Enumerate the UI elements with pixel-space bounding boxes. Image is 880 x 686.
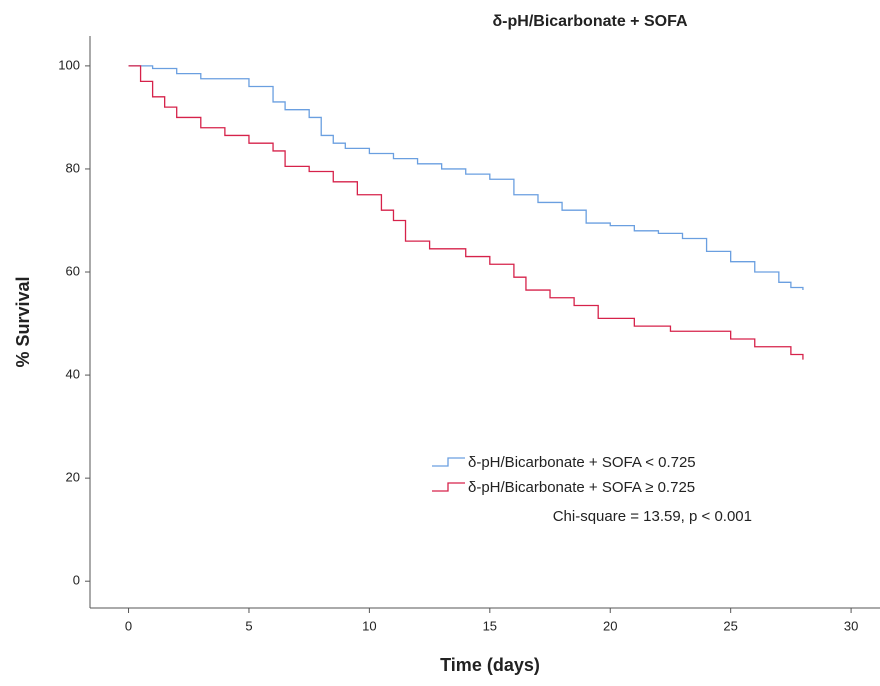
x-tick-label: 15	[483, 618, 497, 633]
x-tick-label: 5	[245, 618, 252, 633]
annotation: Chi-square = 13.59, p < 0.001	[553, 508, 752, 525]
y-tick-label: 40	[66, 367, 80, 382]
survival-line	[128, 65, 804, 291]
y-tick-label: 100	[58, 57, 80, 72]
y-tick-label: 20	[66, 470, 80, 485]
x-tick-label: 20	[603, 618, 617, 633]
x-tick-label: 10	[362, 618, 376, 633]
legend-swatch	[432, 457, 465, 467]
legend-label: δ-pH/Bicarbonate + SOFA ≥ 0.725	[468, 479, 695, 496]
survival-line	[128, 65, 804, 360]
y-tick-label: 80	[66, 160, 80, 175]
x-tick-label: 30	[844, 618, 858, 633]
chart-title: δ-pH/Bicarbonate + SOFA	[492, 13, 688, 30]
x-tick-label: 25	[723, 618, 737, 633]
y-tick-label: 60	[66, 263, 80, 278]
x-tick-label: 0	[125, 618, 132, 633]
y-tick-label: 0	[73, 573, 80, 588]
x-axis-label: Time (days)	[440, 655, 540, 675]
legend-label: δ-pH/Bicarbonate + SOFA < 0.725	[468, 454, 696, 471]
legend-swatch	[432, 482, 465, 492]
y-axis-label: % Survival	[13, 276, 33, 367]
